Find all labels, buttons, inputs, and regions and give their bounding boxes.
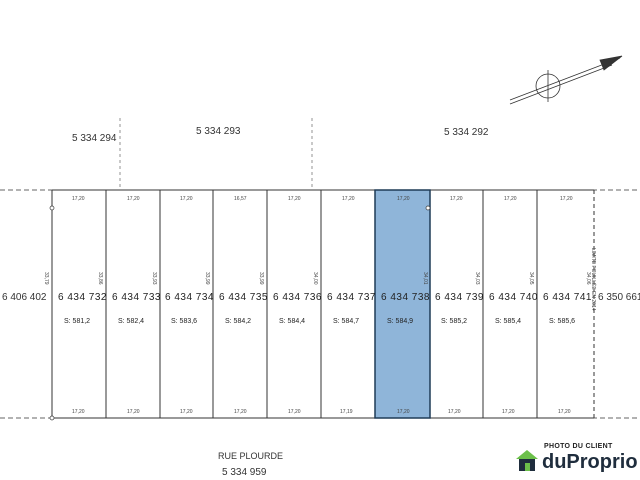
lot-bottom-width: 17,20: [502, 409, 515, 415]
block-label: 5 334 292: [444, 127, 489, 138]
lot-depth: 33,99: [258, 272, 264, 285]
lot-number: 6 434 737: [327, 292, 376, 303]
lot-top-width: 17,20: [450, 196, 463, 202]
lot-top-width: 17,20: [397, 196, 410, 202]
street-name: RUE PLOURDE: [218, 451, 284, 461]
lot-area: S: 583,6: [171, 318, 198, 325]
lot-depth: 33,93: [151, 272, 157, 285]
lot-number-highlighted: 6 434 738: [381, 292, 430, 303]
lot-top-width: 17,20: [342, 196, 355, 202]
block-label: 5 334 294: [72, 133, 117, 144]
lot-area: S: 585,2: [441, 318, 468, 325]
lot-bottom-width: 17,20: [72, 409, 85, 415]
lot-top-width: 17,20: [127, 196, 140, 202]
lot-number: 6 434 734: [165, 292, 214, 303]
lot-bottom-width: 17,20: [448, 409, 461, 415]
block-label: 5 334 293: [196, 126, 241, 137]
duproprio-logo: PHOTO DU CLIENT duProprio: [514, 441, 638, 475]
lot-depth: 33,86: [97, 272, 103, 285]
lot-depth: 34,06: [585, 272, 591, 285]
lot-number: 6 434 735: [219, 292, 268, 303]
lot-depth: 33,99: [204, 272, 210, 285]
lot-bottom-width: 17,20: [127, 409, 140, 415]
lot-bottom-width: 17,20: [288, 409, 301, 415]
lot-area: S: 581,2: [64, 318, 91, 325]
lot-area: S: 584,7: [333, 318, 360, 325]
left-lot-number: 6 406 402: [2, 292, 47, 303]
lot-number: 6 434 741: [543, 292, 592, 303]
lot-bottom-width: 17,20: [180, 409, 193, 415]
lot-area: S: 584,2: [225, 318, 252, 325]
lot-top-width: 17,20: [288, 196, 301, 202]
lot-depth: 34,05: [528, 272, 534, 285]
lot-depth: 34,00: [312, 272, 318, 285]
lot-number: 6 434 732: [58, 292, 107, 303]
lot-area: S: 582,4: [118, 318, 145, 325]
lot-top-width: 17,20: [560, 196, 573, 202]
lot-number: 6 434 740: [489, 292, 538, 303]
highlighted-lot[interactable]: [374, 189, 431, 419]
lot-area: S: 585,4: [495, 318, 522, 325]
lot-number: 6 434 739: [435, 292, 484, 303]
lot-number: 6 434 733: [112, 292, 161, 303]
lot-bottom-width: 17,20: [558, 409, 571, 415]
lot-bottom-width: 17,19: [340, 409, 353, 415]
lot-top-width: 17,20: [180, 196, 193, 202]
north-arrow-icon: [509, 55, 623, 105]
lot-top-width: 17,20: [504, 196, 517, 202]
lot-depth: 34,03: [474, 272, 480, 285]
lot-depth: 34,01: [422, 272, 428, 285]
lot-depth: 33,79: [43, 272, 49, 285]
logo-caption: PHOTO DU CLIENT: [544, 443, 613, 450]
lot-lines: [51, 190, 595, 418]
lot-area-highlighted: S: 584,9: [387, 318, 414, 325]
right-lot-number: 6 350 661: [598, 292, 640, 303]
lot-bottom-width: 17,20: [397, 409, 410, 415]
lot-top-width: 16,57: [234, 196, 247, 202]
street-lot-number: 5 334 959: [222, 467, 267, 478]
lot-area: S: 585,6: [549, 318, 576, 325]
lot-area: S: 584,4: [279, 318, 306, 325]
house-icon: [516, 450, 538, 471]
lot-number: 6 434 736: [273, 292, 322, 303]
logo-brand: duProprio: [542, 451, 638, 473]
lot-bottom-width: 17,20: [234, 409, 247, 415]
lot-top-width: 17,20: [72, 196, 85, 202]
